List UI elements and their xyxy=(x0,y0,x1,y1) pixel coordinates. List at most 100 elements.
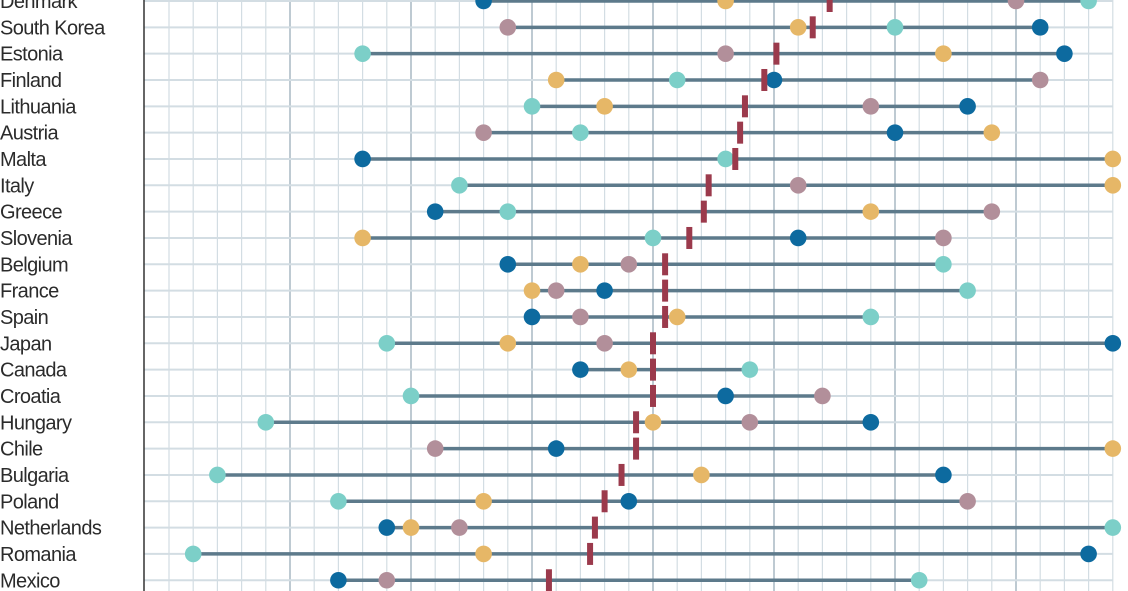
dot-series-3 xyxy=(862,203,880,220)
dot-series-4 xyxy=(426,440,444,457)
row-mexico xyxy=(330,569,928,591)
dot-series-4 xyxy=(983,203,1001,220)
dot-series-2 xyxy=(910,571,928,589)
dot-series-4 xyxy=(717,45,734,62)
row-chile xyxy=(426,437,1122,460)
country-label: Canada xyxy=(0,360,68,382)
dot-series-3 xyxy=(475,492,492,510)
dot-series-1 xyxy=(499,255,517,273)
dot-series-1 xyxy=(620,492,638,510)
row-japan xyxy=(378,332,1122,355)
row-croatia xyxy=(402,384,831,407)
dot-series-1 xyxy=(523,308,541,326)
marker-bar xyxy=(700,200,707,223)
country-label: Spain xyxy=(0,307,48,329)
dot-series-2 xyxy=(402,387,420,405)
dot-series-2 xyxy=(741,361,759,378)
marker-bar xyxy=(809,16,816,39)
marker-bar xyxy=(773,42,780,65)
dot-series-4 xyxy=(959,492,976,510)
dot-series-2 xyxy=(1080,0,1097,10)
row-lithuania xyxy=(523,95,976,118)
country-label: Belgium xyxy=(0,254,68,276)
marker-bar xyxy=(601,490,608,513)
row-south-korea xyxy=(499,16,1049,39)
dot-series-3 xyxy=(983,124,1001,141)
row-estonia xyxy=(354,42,1073,65)
dot-series-2 xyxy=(451,177,468,194)
dot-series-1 xyxy=(959,98,976,115)
dot-series-1 xyxy=(1056,45,1073,62)
dot-series-3 xyxy=(499,334,517,352)
dot-series-1 xyxy=(1104,334,1122,352)
dot-series-1 xyxy=(789,229,807,247)
dot-series-1 xyxy=(547,440,565,457)
dot-series-3 xyxy=(717,0,734,10)
dot-series-1 xyxy=(596,282,613,299)
country-label: Estonia xyxy=(0,44,64,66)
row-finland xyxy=(547,68,1049,91)
dot-series-3 xyxy=(668,308,686,326)
dot-series-4 xyxy=(378,571,396,589)
country-label: Netherlands xyxy=(0,518,102,540)
marker-bar xyxy=(662,253,669,276)
row-slovenia xyxy=(354,226,952,249)
marker-bar xyxy=(826,0,833,12)
dot-series-2 xyxy=(523,98,541,115)
dot-series-1 xyxy=(378,519,396,536)
dot-series-1 xyxy=(862,413,880,431)
row-greece xyxy=(426,200,1001,223)
marker-bar xyxy=(587,542,594,565)
dot-series-2 xyxy=(354,45,371,62)
marker-bar xyxy=(650,358,656,381)
dot-series-3 xyxy=(1104,150,1122,168)
dot-series-4 xyxy=(451,519,468,536)
marker-bar xyxy=(741,95,748,118)
dot-series-2 xyxy=(935,255,952,273)
dot-series-1 xyxy=(426,203,444,220)
row-austria xyxy=(475,121,1001,144)
marker-bar xyxy=(633,411,640,434)
country-label: Mexico xyxy=(0,570,60,591)
marker-bar xyxy=(545,569,552,591)
dot-series-3 xyxy=(620,361,638,378)
row-netherlands xyxy=(378,516,1122,539)
country-label: Japan xyxy=(0,333,52,355)
dot-series-1 xyxy=(935,466,952,484)
row-france xyxy=(523,279,976,302)
marker-bar xyxy=(633,437,640,460)
row-bulgaria xyxy=(209,463,952,486)
dot-series-3 xyxy=(1104,177,1122,194)
country-label: Greece xyxy=(0,202,62,224)
dot-series-4 xyxy=(475,124,492,141)
country-label: South Korea xyxy=(0,17,106,39)
marker-bar xyxy=(761,68,768,91)
dot-series-2 xyxy=(184,545,202,563)
country-label: Austria xyxy=(0,123,60,145)
marker-bar xyxy=(618,463,625,486)
marker-bar xyxy=(686,226,693,249)
row-poland xyxy=(330,490,976,513)
row-denmark xyxy=(475,0,1097,12)
dot-series-4 xyxy=(572,308,589,326)
dot-series-4 xyxy=(935,229,952,247)
dot-series-4 xyxy=(596,334,613,352)
country-label: Croatia xyxy=(0,386,62,408)
dot-series-1 xyxy=(717,387,734,405)
rows xyxy=(184,0,1122,591)
dot-series-3 xyxy=(1104,440,1122,457)
dot-series-4 xyxy=(789,177,807,194)
dot-series-2 xyxy=(1104,519,1122,536)
dot-series-4 xyxy=(547,282,565,299)
dot-series-2 xyxy=(862,308,880,326)
country-label: Lithuania xyxy=(0,96,77,118)
row-malta xyxy=(354,147,1122,170)
dot-series-2 xyxy=(959,282,976,299)
dot-series-1 xyxy=(1031,19,1049,36)
dot-series-1 xyxy=(572,361,589,378)
marker-bar xyxy=(705,174,712,197)
dot-series-4 xyxy=(620,255,638,273)
dot-series-3 xyxy=(935,45,952,62)
dot-series-3 xyxy=(644,413,662,431)
